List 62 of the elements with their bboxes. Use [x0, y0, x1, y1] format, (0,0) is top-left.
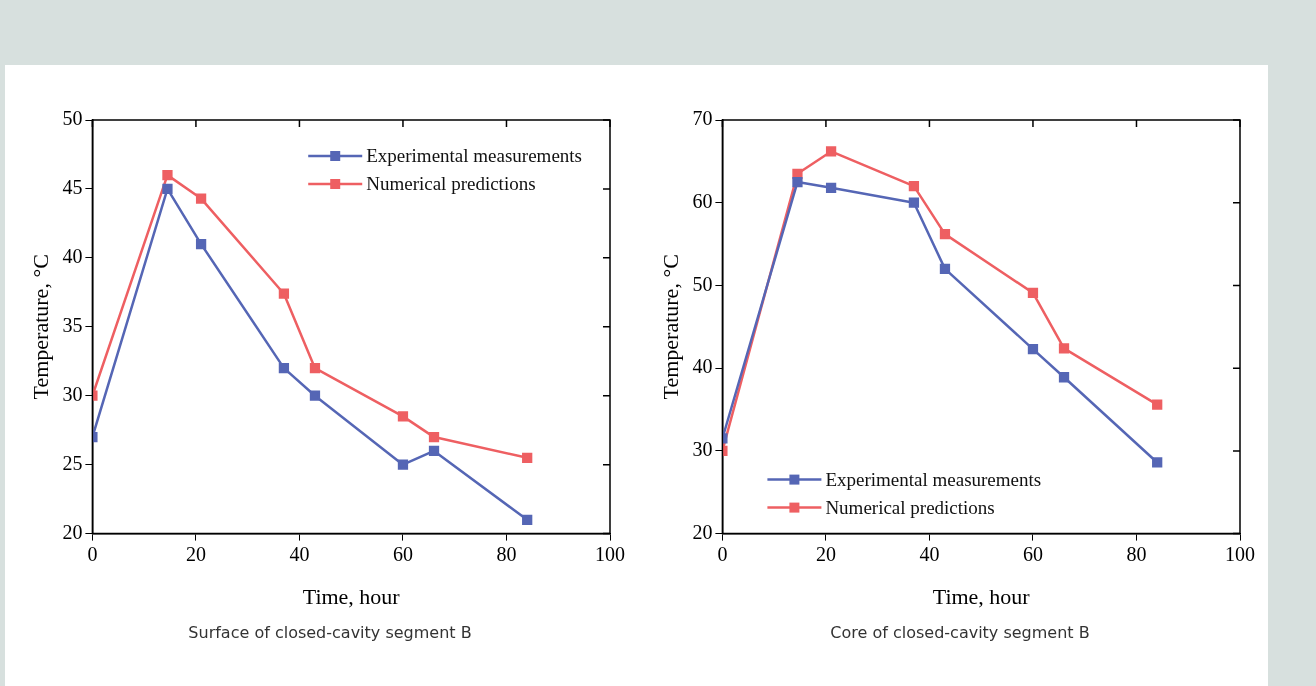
point [309, 390, 321, 401]
point [397, 459, 409, 470]
point [522, 514, 533, 525]
point [1027, 287, 1039, 299]
legend-label: Experimental measurements [825, 468, 1042, 490]
x-axis-title: Time, hour [302, 583, 401, 609]
x-tick-label: 80 [496, 542, 517, 565]
x-tick-label: 0 [717, 542, 728, 565]
point [939, 263, 951, 275]
legend-label: Experimental measurements [366, 144, 583, 166]
point [1152, 457, 1163, 468]
y-tick-label: 40 [692, 355, 713, 378]
y-tick-label: 40 [62, 245, 83, 268]
x-tick-label: 60 [392, 542, 413, 565]
point [908, 181, 920, 192]
point [1058, 372, 1070, 383]
point [522, 452, 533, 463]
y-tick-label: 50 [692, 272, 713, 295]
x-tick-label: 20 [185, 542, 206, 565]
y-tick-label: 60 [692, 189, 713, 212]
x-tick-label: 80 [1126, 542, 1147, 565]
point [278, 288, 290, 299]
y-tick-label: 50 [62, 107, 83, 130]
x-tick-label: 40 [919, 542, 940, 565]
x-tick-label: 40 [289, 542, 310, 565]
point [309, 363, 321, 374]
x-tick-label: 0 [87, 542, 98, 565]
point [792, 176, 803, 188]
point [428, 431, 440, 443]
point [1027, 344, 1039, 355]
text: Core of closed-cavity segment B [829, 623, 1091, 642]
text: Surface of closed-cavity segment B [187, 623, 473, 642]
y-tick-label: 20 [692, 520, 713, 543]
y-tick-label: 30 [692, 438, 713, 461]
x-axis-title: Time, hour [932, 583, 1031, 609]
x-tick-label: 100 [595, 542, 625, 565]
x-tick-label: 20 [815, 542, 836, 565]
point [162, 183, 173, 195]
y-tick-label: 20 [62, 520, 83, 543]
point [195, 238, 207, 250]
point [939, 229, 951, 240]
legend-label: Numerical predictions [825, 496, 995, 518]
point [195, 193, 207, 204]
legend-label: Numerical predictions [366, 172, 536, 194]
point [1058, 343, 1070, 354]
y-axis-title: Temperature, °C [27, 254, 53, 400]
point [1152, 399, 1163, 410]
point [162, 170, 173, 181]
point [825, 182, 837, 193]
y-axis-title: Temperature, °C [657, 254, 683, 400]
point [278, 363, 290, 374]
y-tick-label: 30 [62, 382, 83, 405]
point [908, 197, 920, 208]
point [428, 445, 440, 457]
y-tick-label: 45 [62, 176, 83, 199]
y-tick-label: 70 [692, 107, 713, 130]
x-tick-label: 60 [1022, 542, 1043, 565]
y-tick-label: 25 [62, 451, 83, 474]
point [397, 411, 409, 422]
y-tick-label: 35 [62, 314, 83, 337]
x-tick-label: 100 [1225, 542, 1255, 565]
point [825, 146, 837, 157]
